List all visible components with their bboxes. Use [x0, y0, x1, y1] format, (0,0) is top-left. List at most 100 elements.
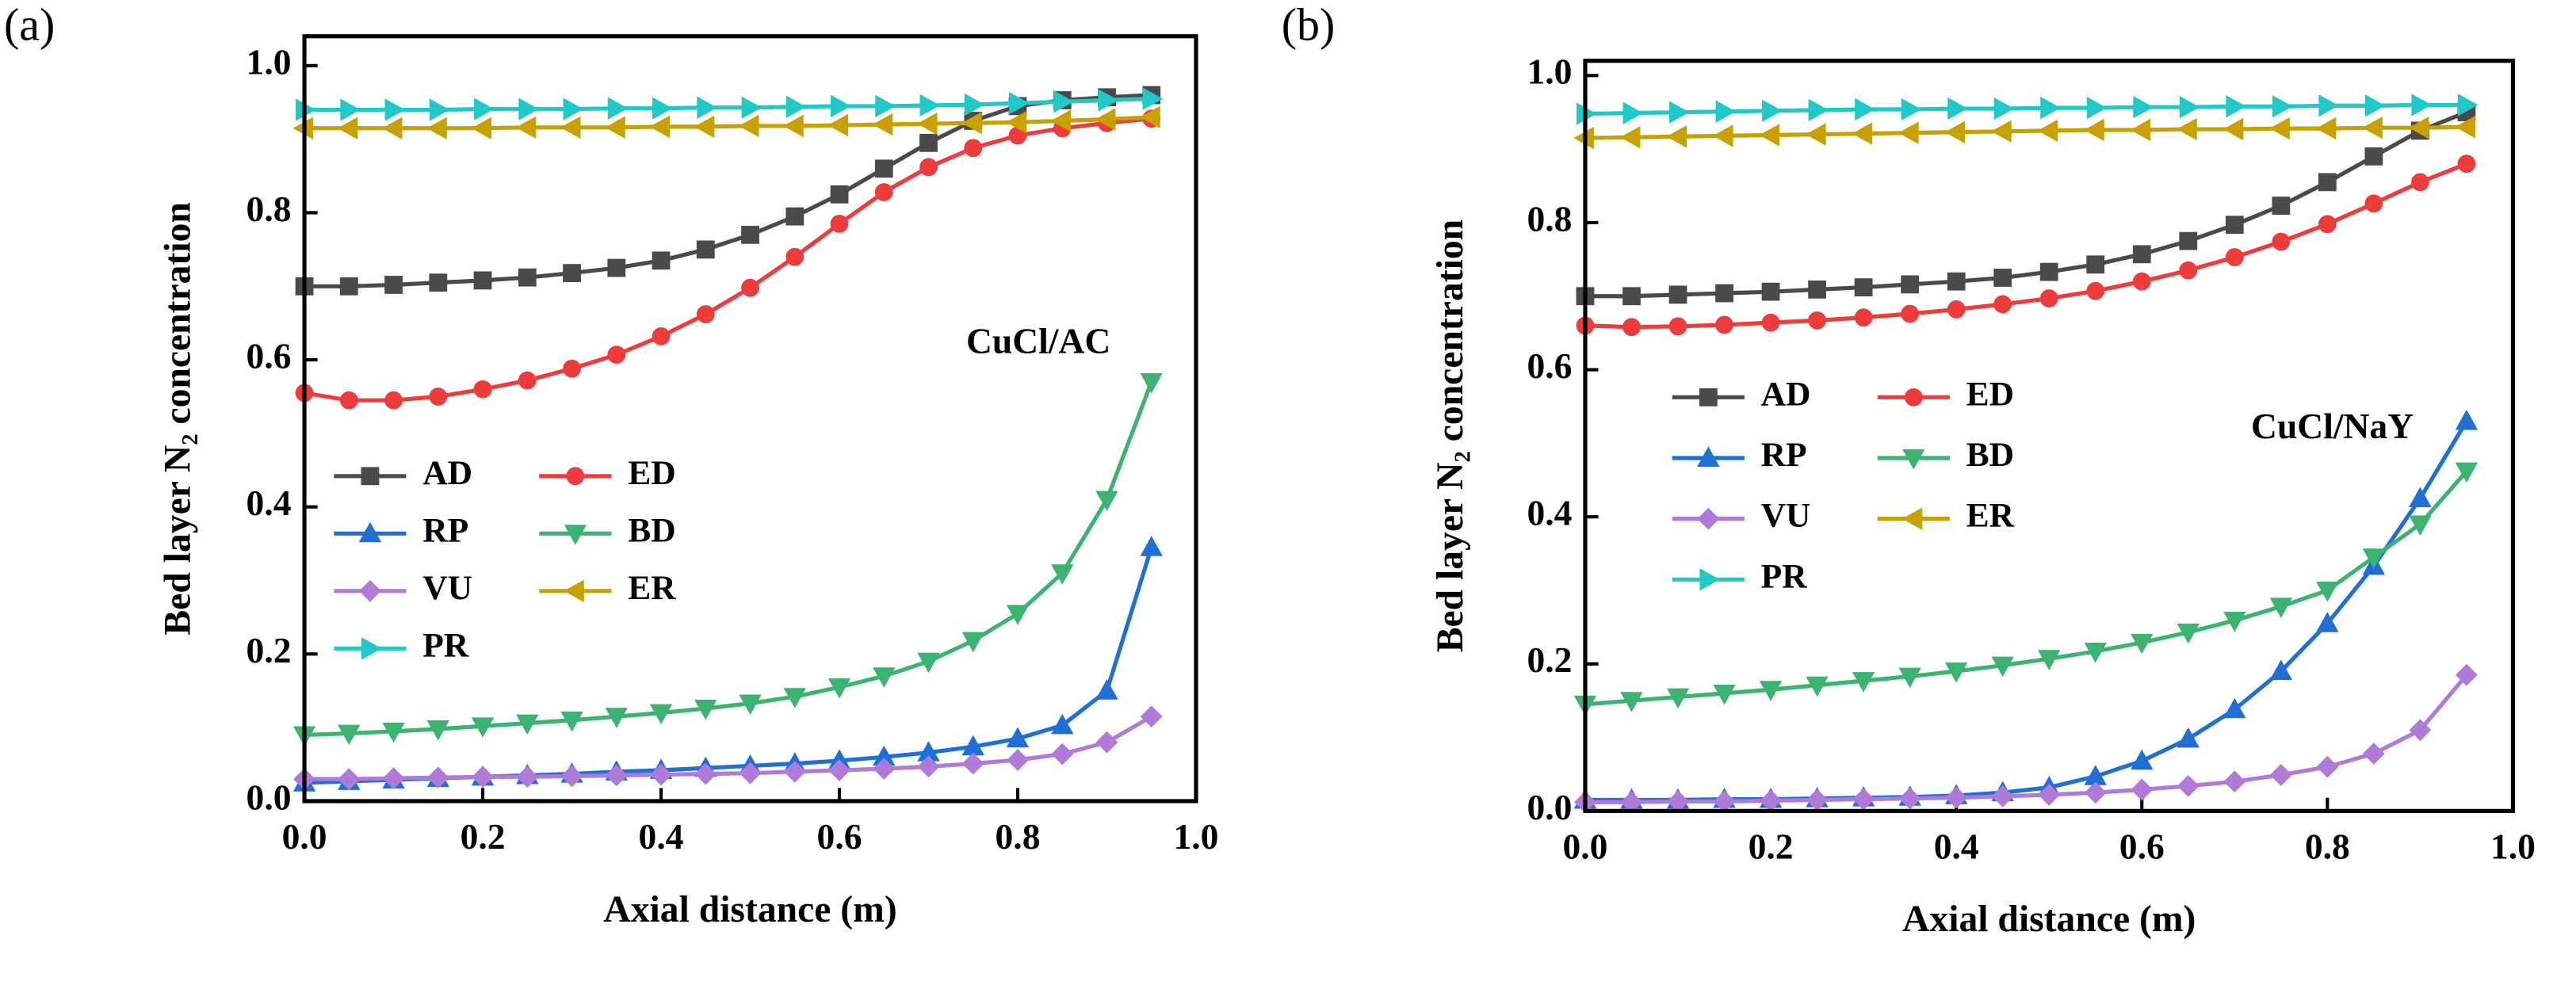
marker — [874, 159, 893, 178]
marker — [696, 240, 715, 259]
marker — [2269, 116, 2290, 140]
marker — [1051, 713, 1074, 735]
marker — [338, 724, 361, 746]
marker — [1142, 87, 1164, 110]
marker — [2038, 650, 2061, 670]
marker — [961, 752, 984, 775]
marker — [560, 711, 583, 732]
marker — [1993, 295, 2012, 314]
marker — [2455, 116, 2475, 139]
marker — [2269, 764, 2292, 786]
marker — [1901, 275, 1920, 294]
marker — [741, 278, 759, 297]
marker — [1993, 269, 2012, 287]
legend-label: AD — [1761, 375, 1811, 413]
marker — [429, 98, 450, 121]
marker — [1140, 705, 1163, 728]
marker — [1666, 688, 1690, 709]
marker — [1806, 676, 1829, 697]
marker — [649, 115, 671, 139]
marker — [872, 113, 893, 136]
x-axis-label: Axial distance (m) — [1902, 899, 2196, 940]
marker — [1666, 125, 1687, 148]
marker — [1713, 684, 1736, 705]
marker — [874, 183, 893, 201]
x-tick-label: 0.4 — [639, 816, 684, 857]
series-line — [1584, 110, 2467, 299]
marker — [694, 115, 715, 139]
marker — [2272, 232, 2291, 251]
marker — [1697, 507, 1720, 530]
marker — [919, 94, 941, 117]
marker — [384, 276, 403, 294]
marker — [1852, 122, 1873, 145]
marker — [1098, 89, 1119, 112]
marker — [1808, 280, 1826, 299]
marker — [1715, 284, 1733, 303]
marker — [2269, 597, 2293, 618]
marker — [472, 765, 494, 788]
marker — [1808, 311, 1826, 330]
marker — [919, 158, 938, 177]
marker — [785, 95, 807, 119]
legend-label: AD — [422, 454, 472, 492]
plot-frame — [302, 34, 1198, 804]
marker — [827, 678, 851, 699]
marker — [1095, 731, 1118, 754]
marker — [1854, 278, 1873, 296]
marker — [2040, 96, 2061, 120]
marker — [694, 762, 717, 785]
marker — [2364, 94, 2386, 117]
marker — [1140, 105, 1160, 129]
marker — [1668, 317, 1687, 336]
marker — [1715, 315, 1733, 334]
marker — [1622, 287, 1641, 306]
marker — [917, 652, 940, 674]
series-line — [1584, 420, 2469, 803]
marker — [563, 264, 581, 282]
marker — [1947, 300, 1966, 319]
marker — [2315, 116, 2337, 140]
marker — [2086, 96, 2108, 120]
marker — [917, 755, 940, 778]
marker — [1855, 97, 1875, 121]
marker — [1902, 449, 1925, 470]
marker — [382, 116, 403, 139]
marker — [1991, 656, 2014, 678]
marker — [605, 116, 625, 139]
x-tick-label: 0.0 — [1562, 827, 1607, 867]
marker — [337, 116, 358, 139]
y-tick-label: 0.8 — [247, 189, 292, 229]
marker — [560, 116, 581, 139]
marker — [2177, 727, 2200, 748]
marker — [564, 579, 584, 602]
marker — [961, 632, 984, 653]
marker — [1761, 313, 1780, 332]
panel-label: (b) — [1282, 0, 1336, 51]
marker — [827, 113, 849, 137]
marker — [1620, 692, 1643, 712]
marker — [2225, 216, 2244, 235]
marker — [783, 688, 806, 708]
marker — [429, 388, 448, 406]
marker — [338, 768, 361, 791]
marker — [1947, 97, 1968, 120]
marker — [2177, 117, 2197, 141]
x-tick-label: 0.8 — [2305, 827, 2350, 867]
x-tick-label: 1.0 — [1174, 816, 1219, 857]
marker — [2457, 155, 2476, 174]
marker — [2318, 215, 2337, 234]
marker — [919, 133, 938, 152]
marker — [2272, 95, 2293, 118]
marker — [1991, 120, 2012, 143]
marker — [339, 391, 358, 410]
marker — [564, 525, 587, 545]
marker — [873, 758, 896, 781]
x-tick-label: 0.6 — [2119, 827, 2165, 867]
marker — [516, 765, 539, 788]
marker — [518, 268, 537, 287]
marker — [1140, 536, 1163, 556]
marker — [741, 225, 759, 244]
marker — [605, 708, 628, 728]
marker — [607, 346, 626, 365]
